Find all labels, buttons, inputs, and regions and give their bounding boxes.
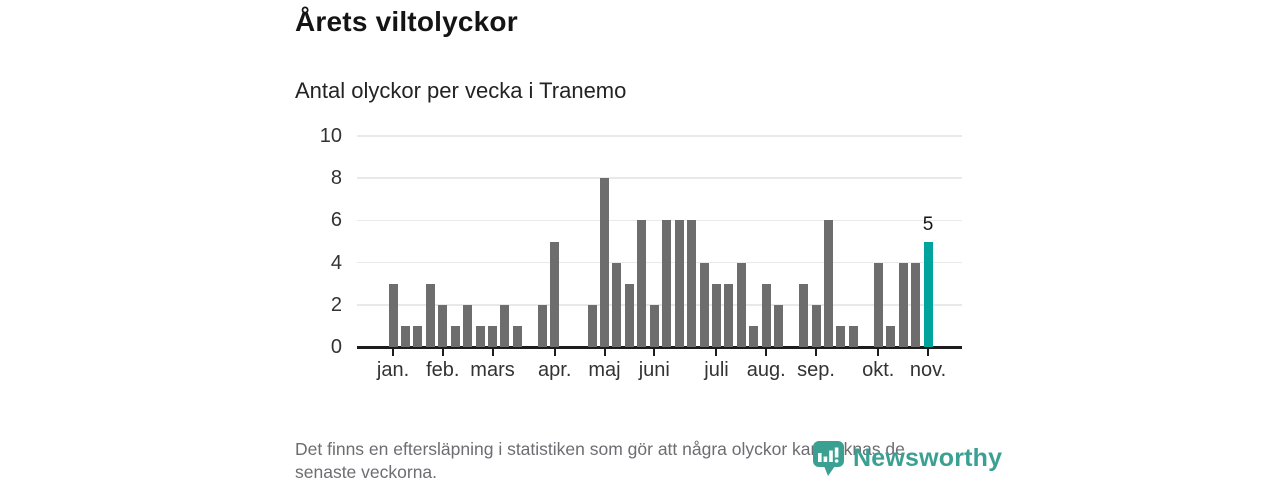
x-axis-label-mars: mars [470,359,515,381]
gridline-4 [357,261,962,264]
y-axis-label-0: 0 [330,336,342,358]
newsworthy-logo-text: Newsworthy [853,444,1003,472]
x-axis-label-juni: juni [638,359,670,381]
x-tick-jan [392,348,394,356]
bar-week-8 [475,325,485,347]
gridline-6 [357,219,962,222]
bar-week-2 [400,325,410,347]
bar-week-17 [587,304,597,347]
y-axis-label-4: 4 [330,251,342,274]
bar-week-18 [600,178,609,347]
bar-week-19 [612,262,622,347]
bar-week-26 [699,262,709,347]
x-tick-maj [603,348,606,356]
bar-week-34 [799,283,809,347]
x-axis-line [357,346,962,349]
bar-week-10 [500,304,510,347]
bar-week-20 [624,283,634,347]
x-axis-label-nov: nov. [909,359,947,381]
gridline-10 [357,135,962,137]
bar-week-7 [463,304,473,347]
bar-week-28 [724,283,734,347]
bar-week-1 [388,283,398,347]
bar-week-13 [537,304,547,347]
bar-week-22 [649,304,659,347]
x-axis-label-sep: sep. [797,359,835,381]
bar-week-14 [550,241,560,347]
newsworthy-logo: Newsworthy [812,440,1002,477]
bar-week-3 [413,325,423,347]
bar-week-23 [662,220,672,347]
y-axis-label-8: 8 [330,167,342,190]
bar-week-4 [425,283,435,347]
y-axis-label-6: 6 [330,209,342,232]
x-axis-label-feb: feb. [426,359,460,381]
bar-week-29 [736,262,746,347]
x-tick-okt [877,348,880,356]
bar-week-30 [749,325,759,347]
footnote-line-2: senaste veckorna. [295,462,438,480]
bar-week-38 [848,325,858,347]
bar-week-9 [488,325,498,347]
footnote-line-1: Det finns en eftersläpning i statistiken… [295,439,905,459]
newsworthy-logo-icon [813,441,844,476]
x-tick-feb [441,348,444,356]
bar-week-25 [687,220,697,347]
bar-week-40 [873,262,883,347]
bar-week-37 [836,325,846,347]
bar-week-36 [823,220,833,347]
bar-week-44 [923,241,933,347]
x-axis-label-jan: jan. [376,359,410,381]
x-axis-label-apr: apr. [538,359,572,381]
bar-week-31 [761,283,771,347]
x-tick-nov [927,348,929,356]
gridline-8 [357,177,962,179]
bar-week-24 [674,220,684,347]
bar-week-11 [512,325,522,347]
x-tick-aug [765,348,768,356]
footnote: Det finns en eftersläpning i statistiken… [295,438,993,480]
x-axis-label-maj: maj [588,359,621,381]
bar-week-43 [911,262,921,347]
chart-title: Årets viltolyckor [295,6,518,37]
x-tick-juni [653,348,656,356]
x-axis-label-aug: aug. [746,359,786,381]
x-axis-label-okt: okt. [862,359,895,381]
highlight-value-label: 5 [922,213,934,235]
x-tick-sep [815,348,818,356]
bar-week-21 [637,220,647,347]
bar-week-42 [898,262,908,347]
bar-week-32 [774,304,784,347]
chart-subtitle: Antal olyckor per vecka i Tranemo [295,78,627,103]
bar-week-27 [711,283,721,347]
bar-week-41 [886,325,896,347]
bar-week-5 [438,304,448,347]
gridline-2 [357,304,962,306]
x-tick-juli [715,348,718,356]
bar-week-35 [811,304,821,347]
x-tick-mars [491,348,494,356]
x-axis-label-juli: juli [704,359,729,381]
bar-week-6 [450,325,460,347]
y-axis-label-2: 2 [330,293,342,316]
x-tick-apr [553,348,556,356]
y-axis-label-10: 10 [319,125,342,147]
